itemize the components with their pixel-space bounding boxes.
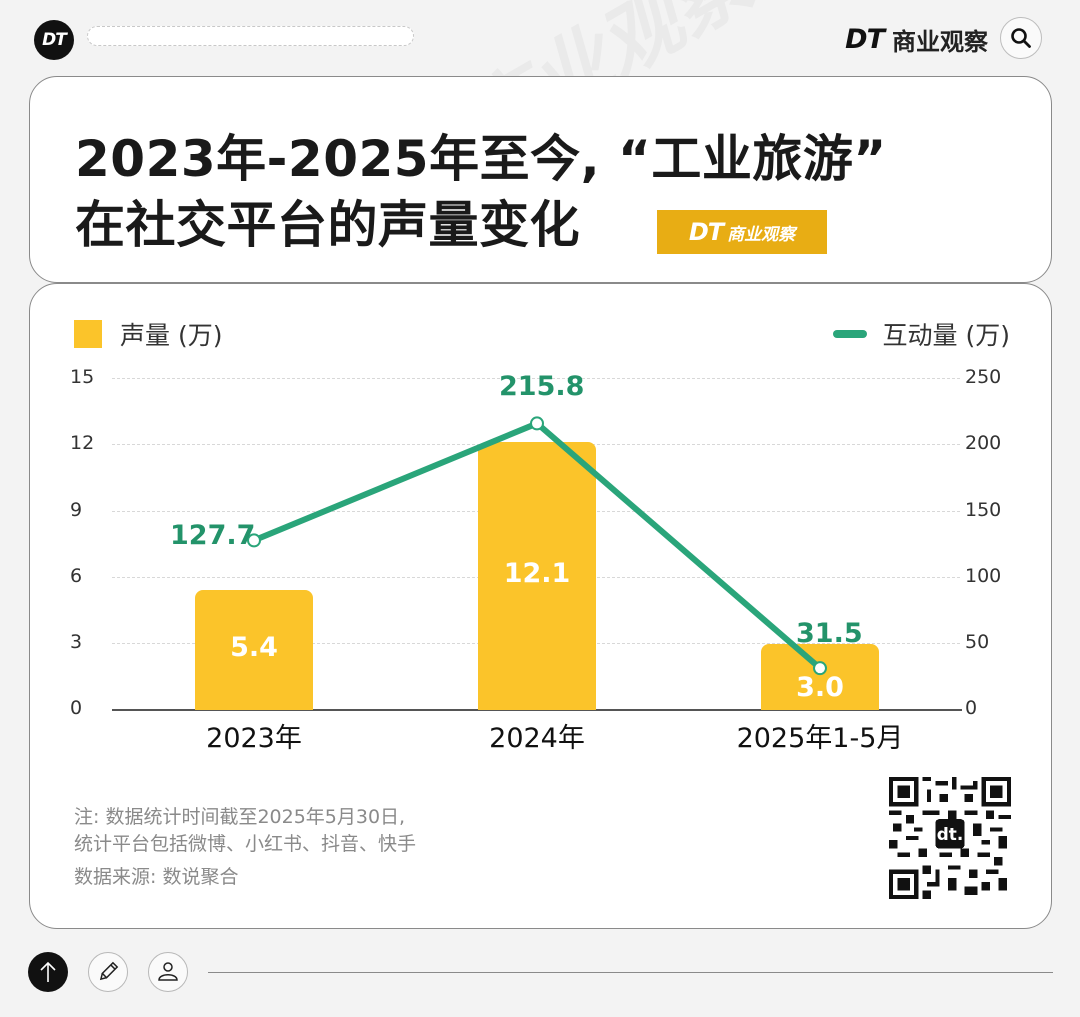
search-icon [1011, 28, 1031, 48]
note-line-2: 统计平台包括微博、小红书、抖音、快手 [74, 833, 417, 855]
x-tick-2023: 2023年 [206, 723, 302, 754]
x-tick-2025: 2025年1-5月 [736, 723, 904, 754]
profile-button[interactable] [148, 952, 188, 992]
line-value-label: 215.8 [499, 371, 585, 403]
pencil-icon [99, 961, 119, 981]
y-right-tick: 100 [965, 565, 1002, 587]
edit-button[interactable] [88, 952, 128, 992]
y-right-tick: 200 [965, 432, 1002, 454]
legend-bar-label: 声量 (万) [120, 321, 223, 350]
data-source: 数据来源: 数说聚合 [74, 866, 239, 888]
search-button[interactable] [1000, 17, 1042, 59]
qr-code[interactable]: dt. [889, 777, 1011, 899]
legend-line: 互动量 (万) [832, 316, 1010, 352]
brand-name: 商业观察 [892, 27, 988, 56]
bar-value-label: 12.1 [503, 558, 571, 590]
x-tick-2024: 2024年 [489, 723, 585, 754]
legend-bar: 声量 (万) [74, 316, 222, 352]
bottom-toolbar [0, 940, 1080, 1017]
line-value-label: 127.7 [170, 520, 256, 552]
badge-name: 商业观察 [727, 224, 796, 245]
x-axis-baseline [112, 709, 962, 711]
badge-dt: DT [688, 218, 724, 246]
y-right-tick: 0 [965, 697, 978, 719]
title-line-1: 2023年-2025年至今, “工业旅游” [75, 130, 887, 188]
title-card [29, 76, 1052, 283]
line-value-label: 31.5 [796, 618, 863, 650]
y-right-tick: 50 [965, 631, 990, 653]
title-brand-badge: DT 商业观察 [657, 210, 827, 254]
y-left-tick: 12 [70, 432, 95, 454]
scroll-top-button[interactable] [28, 952, 68, 992]
y-left-tick: 3 [70, 631, 83, 653]
user-icon [158, 962, 178, 981]
y-left-tick: 15 [70, 366, 95, 388]
legend-line-swatch [832, 330, 867, 338]
legend-bar-swatch [74, 320, 102, 348]
y-left-tick: 9 [70, 499, 83, 521]
card-notch-right [1042, 273, 1062, 293]
bar-value-label: 5.4 [230, 632, 278, 664]
legend-line-label: 互动量 (万) [882, 321, 1010, 350]
svg-text:dt.: dt. [937, 824, 963, 844]
top-bar: DT DT 商业观察 [0, 0, 1080, 76]
y-right-tick: 150 [965, 499, 1002, 521]
brand-dt: DT [845, 23, 885, 55]
gridline [112, 378, 960, 379]
card-notch-left [19, 273, 39, 293]
top-search-pill[interactable] [87, 26, 414, 46]
toolbar-divider [208, 972, 1053, 973]
y-left-tick: 0 [70, 697, 83, 719]
bar-value-label: 3.0 [796, 672, 844, 703]
chart-notes: 注: 数据统计时间截至2025年5月30日, 统计平台包括微博、小红书、抖音、快… [74, 804, 416, 891]
y-right-tick: 250 [965, 366, 1002, 388]
note-line-1: 注: 数据统计时间截至2025年5月30日, [74, 806, 406, 828]
dt-logo[interactable]: DT [34, 20, 74, 60]
title-line-2: 在社交平台的声量变化 [75, 196, 580, 254]
y-left-tick: 6 [70, 565, 83, 587]
brand-logo: DT 商业观察 [845, 22, 988, 56]
arrow-up-icon [40, 961, 56, 982]
page-title: 2023年-2025年至今, “工业旅游” 在社交平台的声量变化 [75, 126, 887, 258]
